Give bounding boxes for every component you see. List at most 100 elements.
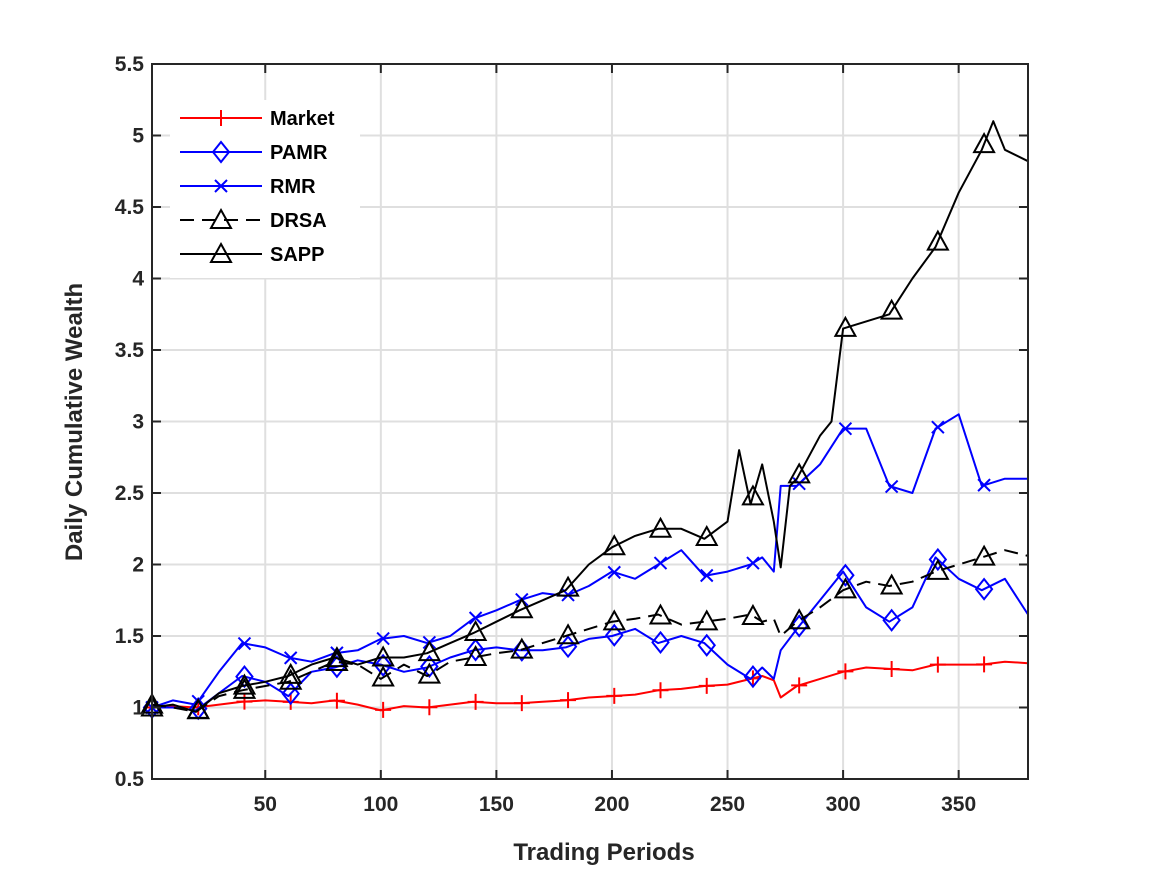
marker-rmr-17 bbox=[931, 420, 945, 434]
marker-sapp-17 bbox=[926, 229, 950, 251]
x-tick-label-0: 50 bbox=[254, 793, 277, 816]
marker-market-8 bbox=[513, 695, 530, 712]
marker-pamr-16 bbox=[882, 608, 901, 632]
marker-pamr-6 bbox=[420, 654, 439, 679]
marker-sapp-18 bbox=[972, 132, 996, 154]
marker-rmr-11 bbox=[653, 556, 668, 570]
marker-market-17 bbox=[929, 656, 946, 673]
marker-sapp-6 bbox=[417, 640, 442, 662]
marker-pamr-12 bbox=[697, 633, 717, 657]
marker-sapp-3 bbox=[278, 662, 303, 684]
marker-pamr-7 bbox=[466, 638, 485, 662]
marker-drsa-11 bbox=[648, 603, 673, 625]
legend-item-sapp: SAPP bbox=[180, 241, 324, 266]
marker-rmr-5 bbox=[376, 631, 390, 646]
series-line-drsa bbox=[151, 549, 1029, 713]
y-tick-label-6: 3.5 bbox=[115, 339, 145, 362]
marker-pamr-5 bbox=[373, 653, 393, 677]
marker-market-16 bbox=[883, 661, 900, 678]
y-axis-title: Daily Cumulative Wealth bbox=[61, 283, 88, 561]
marker-drsa-3 bbox=[278, 668, 303, 690]
marker-sapp-10 bbox=[602, 534, 626, 556]
marker-market-4 bbox=[328, 692, 345, 709]
marker-drsa-17 bbox=[926, 558, 950, 580]
marker-sapp-14 bbox=[787, 462, 811, 484]
marker-rmr-16 bbox=[884, 479, 899, 494]
marker-market-3 bbox=[282, 693, 299, 710]
x-tick-label-2: 150 bbox=[479, 793, 514, 816]
legend-marker-market bbox=[213, 110, 229, 126]
legend-item-rmr: RMR bbox=[180, 176, 316, 198]
legend-box bbox=[170, 100, 360, 278]
marker-rmr-7 bbox=[468, 611, 483, 625]
marker-market-5 bbox=[375, 701, 392, 718]
legend-label-rmr: RMR bbox=[270, 176, 316, 198]
y-tick-label-5: 3 bbox=[132, 411, 144, 434]
marker-market-2 bbox=[236, 693, 253, 710]
marker-drsa-7 bbox=[463, 644, 488, 667]
legend-label-pamr: PAMR bbox=[270, 142, 328, 164]
marker-drsa-5 bbox=[371, 665, 395, 687]
series-market bbox=[144, 656, 1029, 718]
marker-pamr-2 bbox=[235, 665, 254, 689]
marker-rmr-13 bbox=[746, 556, 760, 570]
marker-market-14 bbox=[791, 677, 808, 694]
marker-pamr-14 bbox=[789, 614, 809, 638]
legend-item-market: Market bbox=[180, 108, 335, 130]
marker-rmr-15 bbox=[838, 421, 853, 436]
marker-drsa-6 bbox=[417, 662, 442, 684]
marker-sapp-5 bbox=[371, 645, 395, 667]
marker-market-7 bbox=[467, 693, 484, 710]
y-tick-label-8: 4.5 bbox=[115, 196, 145, 219]
marker-pamr-15 bbox=[836, 563, 855, 587]
y-tick-label-4: 2.5 bbox=[115, 482, 145, 505]
axes: 50 100 150 200 250 300 350 0.5 1 1.5 2 2.5 3 3.5 4 4.5 5… bbox=[115, 53, 1029, 816]
series-pamr bbox=[142, 547, 1029, 721]
legend-item-pamr: PAMR bbox=[180, 140, 328, 164]
legend-marker-pamr bbox=[211, 140, 231, 164]
legend-label-sapp: SAPP bbox=[270, 244, 324, 266]
marker-drsa-16 bbox=[879, 573, 904, 595]
marker-drsa-10 bbox=[602, 609, 626, 631]
marker-market-11 bbox=[652, 682, 669, 699]
x-axis-title: Trading Periods bbox=[513, 839, 694, 866]
marker-sapp-4 bbox=[325, 646, 349, 668]
marker-sapp-12 bbox=[695, 524, 719, 547]
x-tick-label-1: 100 bbox=[363, 793, 398, 816]
legend-label-drsa: DRSA bbox=[270, 210, 327, 232]
marker-sapp-11 bbox=[648, 516, 673, 538]
marker-rmr-12 bbox=[700, 568, 714, 583]
marker-drsa-15 bbox=[833, 577, 858, 599]
marker-sapp-7 bbox=[463, 619, 488, 641]
marker-sapp-16 bbox=[879, 298, 904, 320]
legend: Market PAMR RMR DRSA SAPP bbox=[170, 100, 360, 278]
series-line-sapp bbox=[151, 120, 1029, 713]
marker-drsa-4 bbox=[325, 649, 349, 672]
marker-drsa-13 bbox=[741, 603, 765, 625]
marker-market-6 bbox=[421, 699, 438, 716]
series-sapp bbox=[140, 120, 1029, 719]
legend-marker-drsa bbox=[209, 207, 233, 229]
marker-sapp-1 bbox=[186, 697, 210, 719]
marker-sapp-15 bbox=[833, 315, 858, 337]
y-tick-label-10: 5.5 bbox=[115, 53, 145, 76]
series-drsa bbox=[140, 544, 1029, 720]
marker-market-13 bbox=[744, 670, 761, 687]
marker-rmr-2 bbox=[237, 636, 252, 651]
marker-sapp-8 bbox=[510, 597, 534, 619]
marker-pamr-11 bbox=[651, 630, 670, 655]
marker-pamr-10 bbox=[604, 623, 624, 647]
y-tick-label-9: 5 bbox=[132, 125, 144, 148]
marker-drsa-14 bbox=[787, 608, 811, 630]
series-line-pamr bbox=[152, 556, 1029, 712]
legend-marker-rmr bbox=[214, 179, 228, 193]
legend-marker-sapp bbox=[209, 241, 233, 263]
y-tick-label-2: 1.5 bbox=[115, 625, 145, 648]
marker-market-9 bbox=[560, 692, 577, 709]
series-line-rmr bbox=[151, 413, 1028, 709]
marker-rmr-10 bbox=[607, 565, 621, 580]
marker-market-18 bbox=[976, 656, 993, 673]
marker-drsa-18 bbox=[972, 544, 996, 566]
x-tick-label-5: 300 bbox=[826, 793, 861, 816]
